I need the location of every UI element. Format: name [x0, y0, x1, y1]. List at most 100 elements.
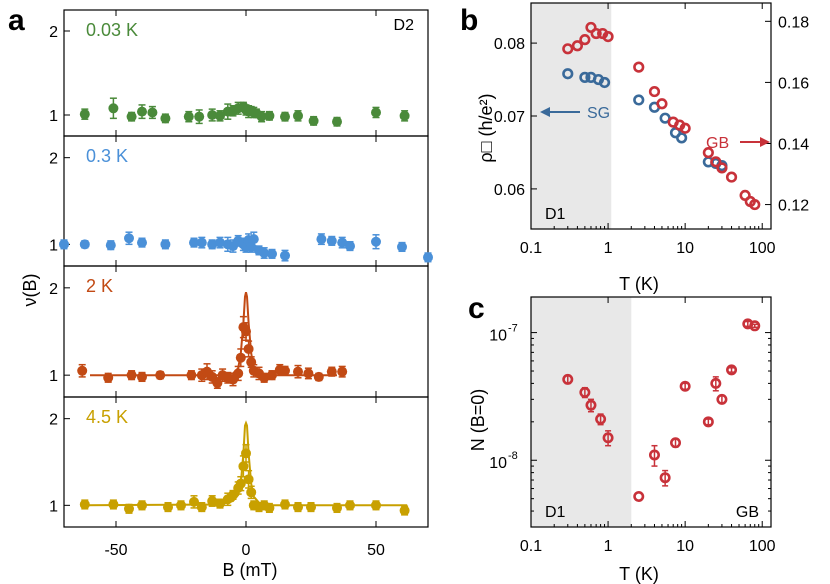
data-point	[248, 234, 259, 245]
panel-label-b: b	[460, 4, 478, 37]
data-point-gb	[725, 171, 738, 183]
data-point-gb	[571, 40, 584, 52]
data-point	[337, 237, 348, 248]
data-point	[293, 502, 303, 513]
data-point	[345, 500, 355, 511]
data-point-gb	[562, 373, 574, 385]
data-point	[126, 111, 137, 122]
data-point	[79, 239, 90, 250]
data-point	[345, 241, 355, 252]
x-tick-label: 0	[242, 542, 251, 559]
data-point	[241, 326, 251, 337]
data-point	[267, 248, 277, 259]
data-point	[137, 371, 147, 382]
data-point	[147, 107, 158, 118]
data-point-gb	[590, 27, 602, 40]
data-point-gb	[710, 156, 722, 168]
data-point-gb	[710, 377, 722, 389]
subpanel-0: 1 2 0.03 K	[49, 9, 429, 137]
data-point	[196, 237, 207, 248]
y-tick-label: 2	[49, 412, 58, 429]
panel-a-plots: 1 2 0.03 K 1 2 0.3 K 1 2 2 K 1 2 4.5 K -50 0 50	[49, 9, 433, 559]
data-point-gb	[633, 491, 645, 503]
y-tick-label: 1	[49, 108, 58, 125]
data-point	[212, 378, 223, 389]
data-point	[235, 352, 246, 363]
data-point-gb	[585, 399, 597, 411]
y-tick-label-left: 0.08	[494, 36, 525, 53]
x-tick-label: -50	[104, 542, 127, 559]
device-label-gb: GB	[736, 504, 759, 521]
data-point	[264, 502, 275, 513]
data-point	[137, 237, 147, 248]
data-point	[77, 365, 88, 376]
data-point-gb	[749, 198, 761, 211]
device-label-d1: D1	[545, 504, 566, 521]
data-point	[126, 370, 137, 381]
data-point-gb	[749, 320, 761, 332]
data-point-gb	[670, 437, 682, 449]
data-point-gb	[716, 393, 728, 405]
panel-label-c: c	[468, 292, 485, 325]
data-point	[196, 502, 207, 513]
data-point	[235, 478, 246, 489]
data-point	[124, 503, 134, 514]
data-point	[332, 502, 342, 513]
data-point	[243, 474, 254, 485]
data-point	[399, 110, 410, 121]
x-tick-label: 100	[749, 240, 776, 257]
data-point	[280, 499, 290, 510]
data-point	[79, 109, 90, 120]
data-point-sg	[598, 76, 611, 89]
data-point	[163, 502, 173, 513]
panel-b: b 0.1 1 10 100 0.06 0.07 0.08 0.12 0.14 0.16 0.18 D…	[460, 2, 809, 294]
y-tick-label-base: 10	[489, 455, 507, 472]
data-point	[243, 343, 254, 354]
data-point-sg	[676, 132, 688, 144]
data-point	[160, 239, 171, 250]
plot-frame	[530, 296, 772, 528]
y-tick-label-exponent: -8	[508, 450, 518, 462]
y-tick-label-right: 0.18	[778, 14, 809, 31]
panel-a-ylabel: ν(B)	[20, 274, 40, 307]
data-point-gb	[633, 61, 645, 73]
data-point-sg	[562, 68, 574, 80]
x-tick-label: 50	[367, 542, 385, 559]
data-point	[79, 499, 90, 510]
data-point	[259, 372, 270, 383]
panel-b-ylabel: ρ□ (h/e²)	[476, 93, 496, 162]
x-tick-label: 100	[749, 538, 776, 555]
y-tick-label-left: 0.07	[494, 109, 525, 126]
data-point-gb	[702, 147, 714, 159]
data-point	[108, 499, 119, 510]
x-tick-label: 0.1	[520, 240, 542, 257]
shaded-region	[531, 297, 632, 527]
panel-c-ylabel: N (B=0)	[468, 389, 488, 452]
data-point	[280, 250, 290, 261]
subpanel-1: 1 2 0.3 K	[49, 135, 433, 267]
data-point-gb	[679, 380, 691, 392]
data-point	[59, 239, 69, 250]
fit-curve	[90, 291, 337, 377]
data-point	[306, 502, 316, 513]
data-point	[160, 113, 171, 124]
data-point	[337, 366, 348, 377]
y-tick-label-exponent: -7	[508, 323, 518, 335]
panel-b-xlabel: T (K)	[619, 274, 659, 294]
data-point	[155, 370, 166, 381]
data-point	[397, 241, 407, 252]
data-point-gb	[602, 30, 614, 43]
data-point	[215, 110, 225, 121]
y-tick-label: 2	[49, 24, 58, 41]
data-point	[293, 110, 303, 121]
gb-arrow-head	[760, 137, 770, 147]
panel-b-plot: 0.1 1 10 100 0.06 0.07 0.08 0.12 0.14 0.16 0.18 D1 S…	[494, 2, 809, 257]
device-label-d2: D2	[394, 17, 415, 34]
data-point	[186, 370, 197, 381]
data-point	[371, 107, 381, 118]
shaded-region	[531, 3, 612, 229]
data-point	[293, 366, 303, 377]
